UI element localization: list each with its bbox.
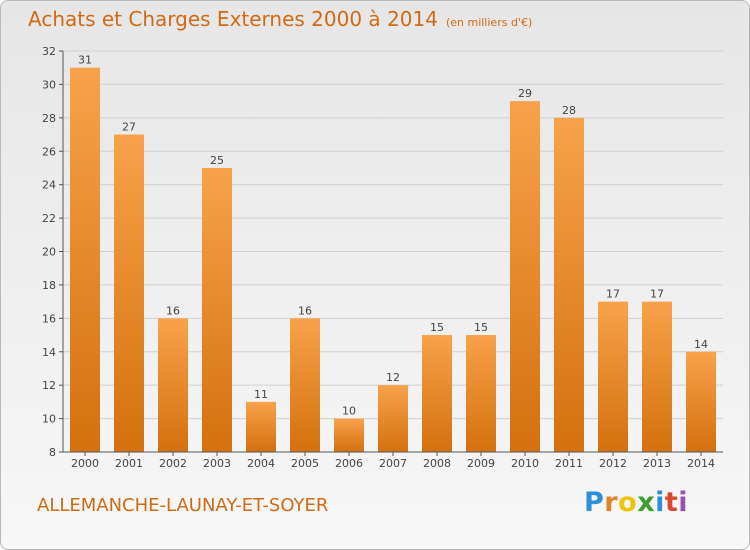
data-label: 28 xyxy=(562,104,576,117)
bar xyxy=(290,318,320,452)
logo-letter: i xyxy=(655,487,665,518)
x-tick-label: 2000 xyxy=(71,457,99,470)
data-label: 16 xyxy=(166,304,180,317)
data-label: 29 xyxy=(518,87,532,100)
bar xyxy=(554,117,584,452)
x-tick-label: 2002 xyxy=(159,457,187,470)
logo-letter: o xyxy=(618,487,638,518)
proxiti-logo: Proxiti xyxy=(584,487,688,518)
y-tick-label: 32 xyxy=(42,45,56,58)
x-tick-label: 2005 xyxy=(291,457,319,470)
x-tick-label: 2010 xyxy=(511,457,539,470)
logo-letter: P xyxy=(584,487,605,518)
data-label: 15 xyxy=(474,321,488,334)
data-label: 12 xyxy=(386,371,400,384)
bar xyxy=(334,418,364,452)
y-tick-label: 20 xyxy=(42,246,56,259)
bar xyxy=(246,401,276,452)
x-tick-label: 2006 xyxy=(335,457,363,470)
data-label: 17 xyxy=(650,288,664,301)
y-tick-label: 24 xyxy=(42,179,56,192)
data-label: 31 xyxy=(78,54,92,67)
x-tick-label: 2008 xyxy=(423,457,451,470)
bar xyxy=(202,167,232,453)
logo-letter: r xyxy=(604,487,619,518)
logo-letter: t xyxy=(664,487,679,518)
data-label: 15 xyxy=(430,321,444,334)
y-tick-label: 14 xyxy=(42,346,56,359)
bars: 31 27 16 25 11 16 10 12 15 15 29 28 17 17 14 xyxy=(70,54,716,453)
bar xyxy=(466,335,496,452)
bar xyxy=(70,67,100,452)
bar xyxy=(378,385,408,452)
x-tick-label: 2013 xyxy=(643,457,671,470)
logo-letter: i xyxy=(678,487,689,518)
y-tick-label: 16 xyxy=(42,312,56,325)
data-label: 17 xyxy=(606,288,620,301)
bar xyxy=(422,335,452,452)
y-tick-label: 26 xyxy=(42,145,56,158)
x-tick-label: 2009 xyxy=(467,457,495,470)
y-tick-label: 8 xyxy=(49,446,56,459)
y-tick-label: 22 xyxy=(42,212,56,225)
unit-note: (en milliers d'€) xyxy=(445,16,533,29)
bar xyxy=(510,101,540,452)
x-tick-label: 2001 xyxy=(115,457,143,470)
bar xyxy=(158,318,188,452)
title-text: Achats et Charges Externes 2000 à 2014 xyxy=(28,7,438,31)
x-tick-label: 2003 xyxy=(203,457,231,470)
y-tick-label: 28 xyxy=(42,112,56,125)
y-tick-label: 12 xyxy=(42,379,56,392)
x-tick-label: 2011 xyxy=(555,457,583,470)
commune-name: ALLEMANCHE-LAUNAY-ET-SOYER xyxy=(37,495,329,516)
data-label: 10 xyxy=(342,405,356,418)
data-label: 14 xyxy=(694,338,708,351)
y-tick-label: 10 xyxy=(42,413,56,426)
axes: 8 10 12 14 16 18 20 22 24 26 28 30 32 2000 2001 2002 200… xyxy=(42,45,723,470)
x-tick-label: 2004 xyxy=(247,457,275,470)
y-tick-label: 30 xyxy=(42,78,56,91)
bar xyxy=(598,301,628,452)
data-label: 27 xyxy=(122,121,136,134)
y-tick-label: 18 xyxy=(42,279,56,292)
x-tick-label: 2014 xyxy=(687,457,715,470)
logo-letter: x xyxy=(637,487,656,518)
bar xyxy=(642,301,672,452)
data-label: 25 xyxy=(210,154,224,167)
x-tick-label: 2012 xyxy=(599,457,627,470)
data-label: 16 xyxy=(298,304,312,317)
data-label: 11 xyxy=(254,388,268,401)
bar xyxy=(686,351,716,452)
chart-title: Achats et Charges Externes 2000 à 2014 (e… xyxy=(28,7,532,31)
bar xyxy=(114,134,144,452)
x-tick-label: 2007 xyxy=(379,457,407,470)
